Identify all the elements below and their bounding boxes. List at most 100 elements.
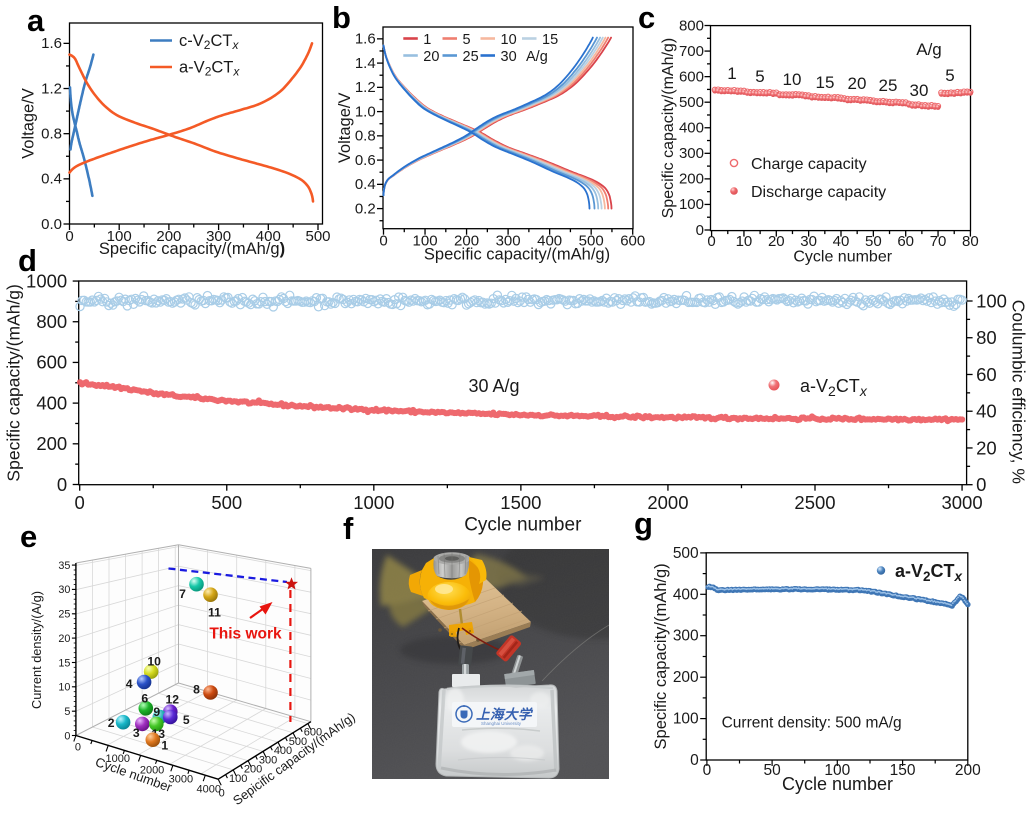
svg-text:50: 50 — [764, 762, 782, 779]
svg-text:0: 0 — [703, 762, 712, 779]
svg-text:800: 800 — [679, 17, 704, 34]
svg-text:Specific capacity/(mAh/g): Specific capacity/(mAh/g) — [99, 240, 285, 258]
svg-text:200: 200 — [244, 764, 262, 776]
svg-text:15: 15 — [58, 657, 70, 669]
svg-text:0.6: 0.6 — [355, 152, 376, 169]
svg-text:400: 400 — [537, 232, 562, 249]
svg-text:300: 300 — [496, 232, 521, 249]
svg-text:800: 800 — [36, 311, 67, 332]
svg-text:15: 15 — [542, 32, 558, 48]
svg-text:150: 150 — [890, 762, 916, 779]
svg-text:A/g: A/g — [916, 40, 942, 59]
svg-text:0: 0 — [690, 752, 699, 769]
svg-text:d: d — [18, 243, 37, 278]
svg-text:8: 8 — [193, 683, 200, 697]
svg-text:1000: 1000 — [353, 492, 394, 513]
svg-text:Current density: 500 mA/g: Current density: 500 mA/g — [722, 715, 902, 732]
svg-text:300: 300 — [679, 145, 704, 162]
svg-text:60: 60 — [897, 233, 914, 250]
svg-text:600: 600 — [679, 68, 704, 85]
svg-text:500: 500 — [673, 545, 699, 562]
svg-text:20: 20 — [58, 633, 70, 645]
svg-text:0.2: 0.2 — [355, 200, 376, 217]
svg-text:c: c — [638, 0, 655, 35]
svg-text:This work: This work — [209, 626, 282, 643]
svg-text:Specific capacity/(mAh/g): Specific capacity/(mAh/g) — [4, 284, 24, 481]
svg-text:2000: 2000 — [140, 764, 164, 776]
svg-text:0: 0 — [976, 474, 986, 495]
svg-text:0: 0 — [75, 742, 81, 754]
svg-text:30: 30 — [58, 584, 70, 596]
svg-text:0.8: 0.8 — [355, 128, 376, 145]
svg-text:70: 70 — [930, 233, 947, 250]
svg-text:25: 25 — [879, 76, 898, 95]
svg-text:200: 200 — [454, 232, 479, 249]
svg-text:10: 10 — [736, 233, 753, 250]
svg-text:100: 100 — [229, 773, 247, 785]
svg-text:40: 40 — [976, 401, 997, 422]
svg-text:0: 0 — [219, 788, 225, 800]
svg-text:400: 400 — [673, 586, 699, 603]
svg-text:35: 35 — [58, 560, 70, 572]
svg-text:100: 100 — [976, 290, 1007, 311]
svg-text:Charge capacity: Charge capacity — [751, 156, 867, 173]
svg-text:Specific capacity/(mAh/g): Specific capacity/(mAh/g) — [652, 563, 670, 749]
svg-text:300: 300 — [259, 754, 277, 766]
svg-text:700: 700 — [679, 43, 704, 60]
svg-text:a-V2CTx: a-V2CTx — [800, 376, 868, 399]
svg-text:400: 400 — [274, 745, 292, 757]
svg-text:30: 30 — [800, 233, 817, 250]
svg-text:1.6: 1.6 — [41, 35, 62, 52]
svg-text:f: f — [343, 511, 354, 546]
svg-text:80: 80 — [976, 327, 997, 348]
svg-text:a-V2CTx: a-V2CTx — [895, 561, 963, 584]
svg-text:5: 5 — [945, 66, 954, 85]
svg-text:0: 0 — [64, 730, 70, 742]
svg-text:500: 500 — [305, 228, 330, 245]
svg-text:30: 30 — [910, 81, 929, 100]
svg-text:Current density/(A/g): Current density/(A/g) — [29, 591, 44, 709]
svg-text:1: 1 — [727, 64, 736, 83]
svg-text:1000: 1000 — [26, 270, 67, 291]
svg-text:10: 10 — [501, 32, 517, 48]
svg-text:100: 100 — [413, 232, 438, 249]
svg-text:0.4: 0.4 — [41, 171, 62, 188]
svg-text:Specific capacity/(mAh/g): Specific capacity/(mAh/g) — [660, 38, 677, 219]
svg-text:80: 80 — [962, 233, 979, 250]
svg-text:200: 200 — [36, 433, 67, 454]
svg-text:Voltage/V: Voltage/V — [336, 93, 354, 164]
svg-text:0.8: 0.8 — [41, 125, 62, 142]
svg-text:200: 200 — [679, 171, 704, 188]
svg-text:5: 5 — [64, 706, 70, 718]
svg-text:500: 500 — [579, 232, 604, 249]
svg-text:600: 600 — [620, 232, 645, 249]
svg-text:1.4: 1.4 — [355, 55, 376, 72]
svg-text:30: 30 — [501, 49, 517, 65]
svg-text:Coulumbic efficiency, %: Coulumbic efficiency, % — [1009, 300, 1029, 484]
svg-text:25: 25 — [463, 49, 479, 65]
svg-text:0: 0 — [696, 222, 704, 239]
svg-text:11: 11 — [208, 606, 221, 620]
svg-text:Voltage/V: Voltage/V — [20, 88, 38, 159]
svg-text:5: 5 — [463, 32, 471, 48]
svg-text:Discharge capacity: Discharge capacity — [751, 184, 886, 201]
svg-text:50: 50 — [865, 233, 882, 250]
svg-text:400: 400 — [36, 392, 67, 413]
svg-text:7: 7 — [179, 587, 186, 601]
svg-text:0: 0 — [707, 233, 715, 250]
svg-text:40: 40 — [833, 233, 850, 250]
svg-text:60: 60 — [976, 364, 997, 385]
svg-text:g: g — [634, 506, 653, 541]
svg-text:3: 3 — [133, 726, 140, 740]
svg-text:12: 12 — [166, 693, 180, 707]
svg-text:15: 15 — [816, 73, 835, 92]
svg-text:0.0: 0.0 — [41, 216, 62, 233]
svg-text:2500: 2500 — [794, 492, 835, 513]
svg-text:0: 0 — [75, 492, 85, 513]
svg-text:300: 300 — [206, 228, 231, 245]
svg-text:a-V2CTx: a-V2CTx — [179, 59, 240, 79]
svg-text:1.2: 1.2 — [41, 80, 62, 97]
svg-text:0: 0 — [379, 232, 387, 249]
svg-text:1.2: 1.2 — [355, 79, 376, 96]
svg-text:b: b — [332, 0, 351, 35]
